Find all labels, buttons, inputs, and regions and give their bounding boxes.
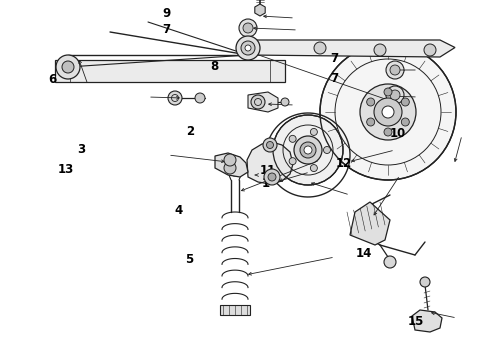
Circle shape — [304, 146, 312, 154]
Circle shape — [401, 118, 409, 126]
Polygon shape — [350, 202, 390, 245]
Circle shape — [236, 36, 260, 60]
Text: 9: 9 — [163, 7, 171, 20]
Text: 13: 13 — [58, 163, 74, 176]
Circle shape — [239, 19, 257, 37]
Circle shape — [424, 44, 436, 56]
Circle shape — [294, 136, 322, 164]
Circle shape — [245, 45, 251, 51]
Polygon shape — [247, 142, 293, 184]
Circle shape — [62, 61, 74, 73]
Circle shape — [243, 23, 253, 33]
Polygon shape — [248, 92, 278, 112]
Circle shape — [224, 154, 236, 166]
Polygon shape — [215, 153, 248, 177]
Text: 15: 15 — [408, 315, 424, 328]
Circle shape — [310, 129, 318, 135]
Circle shape — [323, 147, 330, 153]
Text: 4: 4 — [174, 204, 182, 217]
Text: 14: 14 — [356, 247, 372, 260]
Circle shape — [390, 90, 400, 100]
Text: 7: 7 — [330, 52, 339, 65]
Circle shape — [56, 55, 80, 79]
Text: 8: 8 — [211, 60, 219, 73]
Circle shape — [251, 95, 265, 109]
Circle shape — [382, 106, 394, 118]
Text: 12: 12 — [336, 157, 352, 170]
Circle shape — [390, 65, 400, 75]
Circle shape — [367, 98, 375, 106]
Circle shape — [420, 277, 430, 287]
Circle shape — [267, 141, 273, 148]
Circle shape — [289, 135, 296, 142]
Polygon shape — [248, 40, 455, 57]
Circle shape — [384, 128, 392, 136]
Circle shape — [300, 142, 316, 158]
Circle shape — [273, 115, 343, 185]
Circle shape — [320, 44, 456, 180]
Circle shape — [367, 118, 375, 126]
Text: 7: 7 — [330, 72, 339, 85]
Text: 6: 6 — [48, 73, 56, 86]
Circle shape — [281, 98, 289, 106]
Polygon shape — [220, 305, 250, 315]
Text: 5: 5 — [185, 253, 194, 266]
Circle shape — [374, 44, 386, 56]
Circle shape — [314, 42, 326, 54]
Circle shape — [289, 158, 296, 165]
Circle shape — [241, 41, 255, 55]
Circle shape — [168, 91, 182, 105]
Circle shape — [384, 88, 392, 96]
Circle shape — [224, 162, 236, 174]
Polygon shape — [255, 4, 265, 16]
Circle shape — [401, 98, 409, 106]
Text: 7: 7 — [163, 23, 171, 36]
Circle shape — [310, 165, 318, 172]
Circle shape — [195, 93, 205, 103]
Circle shape — [263, 138, 277, 152]
Text: 3: 3 — [77, 143, 86, 156]
Circle shape — [229, 164, 241, 176]
Circle shape — [386, 86, 404, 104]
Polygon shape — [412, 310, 442, 332]
Text: 1: 1 — [262, 177, 270, 190]
Circle shape — [384, 256, 396, 268]
Text: 10: 10 — [390, 127, 406, 140]
Circle shape — [386, 61, 404, 79]
Text: 11: 11 — [260, 165, 276, 177]
Circle shape — [360, 84, 416, 140]
Circle shape — [264, 169, 280, 185]
Circle shape — [268, 173, 276, 181]
Circle shape — [374, 98, 402, 126]
Text: 2: 2 — [186, 125, 195, 138]
Polygon shape — [55, 60, 285, 82]
